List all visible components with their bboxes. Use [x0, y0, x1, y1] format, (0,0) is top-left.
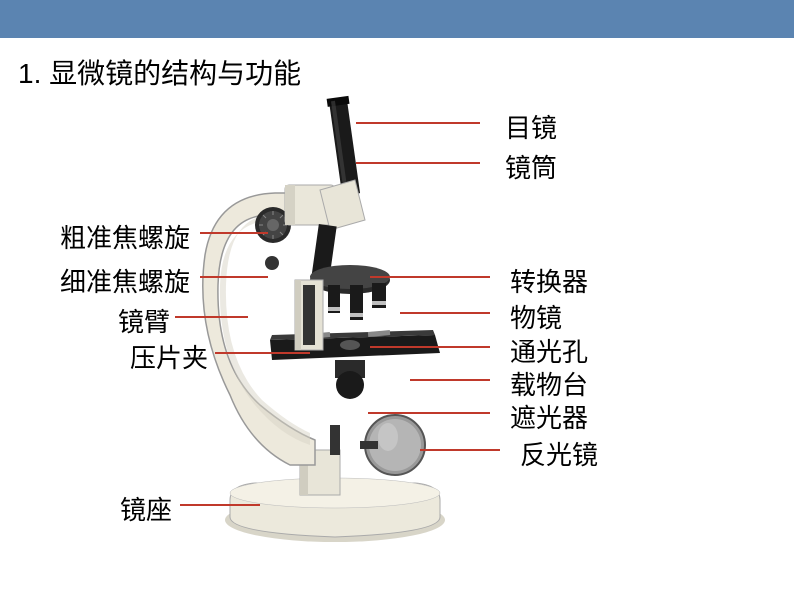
label-right-5: 载物台: [510, 365, 588, 402]
leader-right-3: [400, 312, 490, 314]
leader-right-7: [420, 449, 500, 451]
top-bar: [0, 0, 794, 38]
label-right-7: 反光镜: [520, 435, 598, 472]
leader-right-2: [370, 276, 490, 278]
leader-left-0: [200, 232, 268, 234]
label-right-4: 通光孔: [510, 332, 588, 369]
label-right-1: 镜筒: [505, 148, 557, 185]
leader-right-0: [356, 122, 480, 124]
leader-right-1: [356, 162, 480, 164]
microscope-diagram: [200, 85, 470, 565]
label-right-0: 目镜: [505, 108, 557, 145]
leader-left-2: [175, 316, 248, 318]
label-left-3: 压片夹: [130, 338, 208, 375]
leader-right-5: [410, 379, 490, 381]
label-left-2: 镜臂: [118, 302, 170, 339]
label-left-1: 细准焦螺旋: [60, 262, 190, 299]
label-right-3: 物镜: [510, 298, 562, 335]
label-right-2: 转换器: [510, 262, 588, 299]
leader-right-6: [368, 412, 490, 414]
leader-left-4: [180, 504, 260, 506]
label-right-6: 遮光器: [510, 398, 588, 435]
label-left-0: 粗准焦螺旋: [60, 218, 190, 255]
leader-left-1: [200, 276, 268, 278]
label-left-4: 镜座: [120, 490, 172, 527]
leader-right-4: [370, 346, 490, 348]
leader-left-3: [215, 352, 310, 354]
